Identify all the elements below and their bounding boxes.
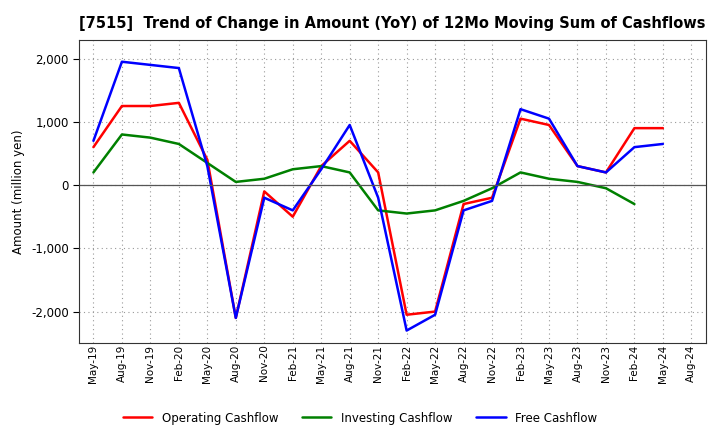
Investing Cashflow	[573, 179, 582, 184]
Free Cashflow	[346, 122, 354, 128]
Investing Cashflow	[232, 179, 240, 184]
Operating Cashflow	[146, 103, 155, 109]
Free Cashflow	[545, 116, 554, 121]
Investing Cashflow	[89, 170, 98, 175]
Free Cashflow	[260, 195, 269, 200]
Investing Cashflow	[174, 141, 183, 147]
Line: Operating Cashflow: Operating Cashflow	[94, 103, 663, 318]
Investing Cashflow	[431, 208, 439, 213]
Operating Cashflow	[602, 170, 611, 175]
Free Cashflow	[117, 59, 126, 64]
Operating Cashflow	[516, 116, 525, 121]
Operating Cashflow	[573, 163, 582, 169]
Operating Cashflow	[459, 202, 468, 207]
Free Cashflow	[487, 198, 496, 204]
Investing Cashflow	[117, 132, 126, 137]
Operating Cashflow	[346, 138, 354, 143]
Operating Cashflow	[545, 122, 554, 128]
Free Cashflow	[402, 328, 411, 333]
Free Cashflow	[89, 138, 98, 143]
Investing Cashflow	[346, 170, 354, 175]
Operating Cashflow	[630, 125, 639, 131]
Legend: Operating Cashflow, Investing Cashflow, Free Cashflow: Operating Cashflow, Investing Cashflow, …	[118, 407, 602, 430]
Operating Cashflow	[402, 312, 411, 317]
Free Cashflow	[573, 163, 582, 169]
Investing Cashflow	[203, 160, 212, 165]
Free Cashflow	[516, 106, 525, 112]
Operating Cashflow	[659, 125, 667, 131]
Free Cashflow	[232, 315, 240, 320]
Title: [7515]  Trend of Change in Amount (YoY) of 12Mo Moving Sum of Cashflows: [7515] Trend of Change in Amount (YoY) o…	[79, 16, 706, 32]
Free Cashflow	[659, 141, 667, 147]
Free Cashflow	[374, 195, 382, 200]
Investing Cashflow	[146, 135, 155, 140]
Investing Cashflow	[459, 198, 468, 204]
Free Cashflow	[174, 66, 183, 71]
Investing Cashflow	[516, 170, 525, 175]
Free Cashflow	[289, 208, 297, 213]
Operating Cashflow	[232, 315, 240, 320]
Investing Cashflow	[289, 167, 297, 172]
Investing Cashflow	[602, 186, 611, 191]
Y-axis label: Amount (million yen): Amount (million yen)	[12, 129, 25, 253]
Investing Cashflow	[630, 202, 639, 207]
Line: Free Cashflow: Free Cashflow	[94, 62, 663, 330]
Investing Cashflow	[402, 211, 411, 216]
Investing Cashflow	[545, 176, 554, 181]
Operating Cashflow	[487, 195, 496, 200]
Free Cashflow	[317, 167, 325, 172]
Investing Cashflow	[317, 163, 325, 169]
Free Cashflow	[630, 144, 639, 150]
Operating Cashflow	[260, 189, 269, 194]
Operating Cashflow	[203, 157, 212, 162]
Operating Cashflow	[174, 100, 183, 106]
Operating Cashflow	[289, 214, 297, 219]
Free Cashflow	[146, 62, 155, 67]
Investing Cashflow	[374, 208, 382, 213]
Free Cashflow	[203, 163, 212, 169]
Free Cashflow	[459, 208, 468, 213]
Investing Cashflow	[260, 176, 269, 181]
Operating Cashflow	[431, 309, 439, 314]
Operating Cashflow	[117, 103, 126, 109]
Operating Cashflow	[317, 163, 325, 169]
Free Cashflow	[602, 170, 611, 175]
Line: Investing Cashflow: Investing Cashflow	[94, 135, 634, 213]
Investing Cashflow	[487, 186, 496, 191]
Operating Cashflow	[89, 144, 98, 150]
Free Cashflow	[431, 312, 439, 317]
Operating Cashflow	[374, 170, 382, 175]
